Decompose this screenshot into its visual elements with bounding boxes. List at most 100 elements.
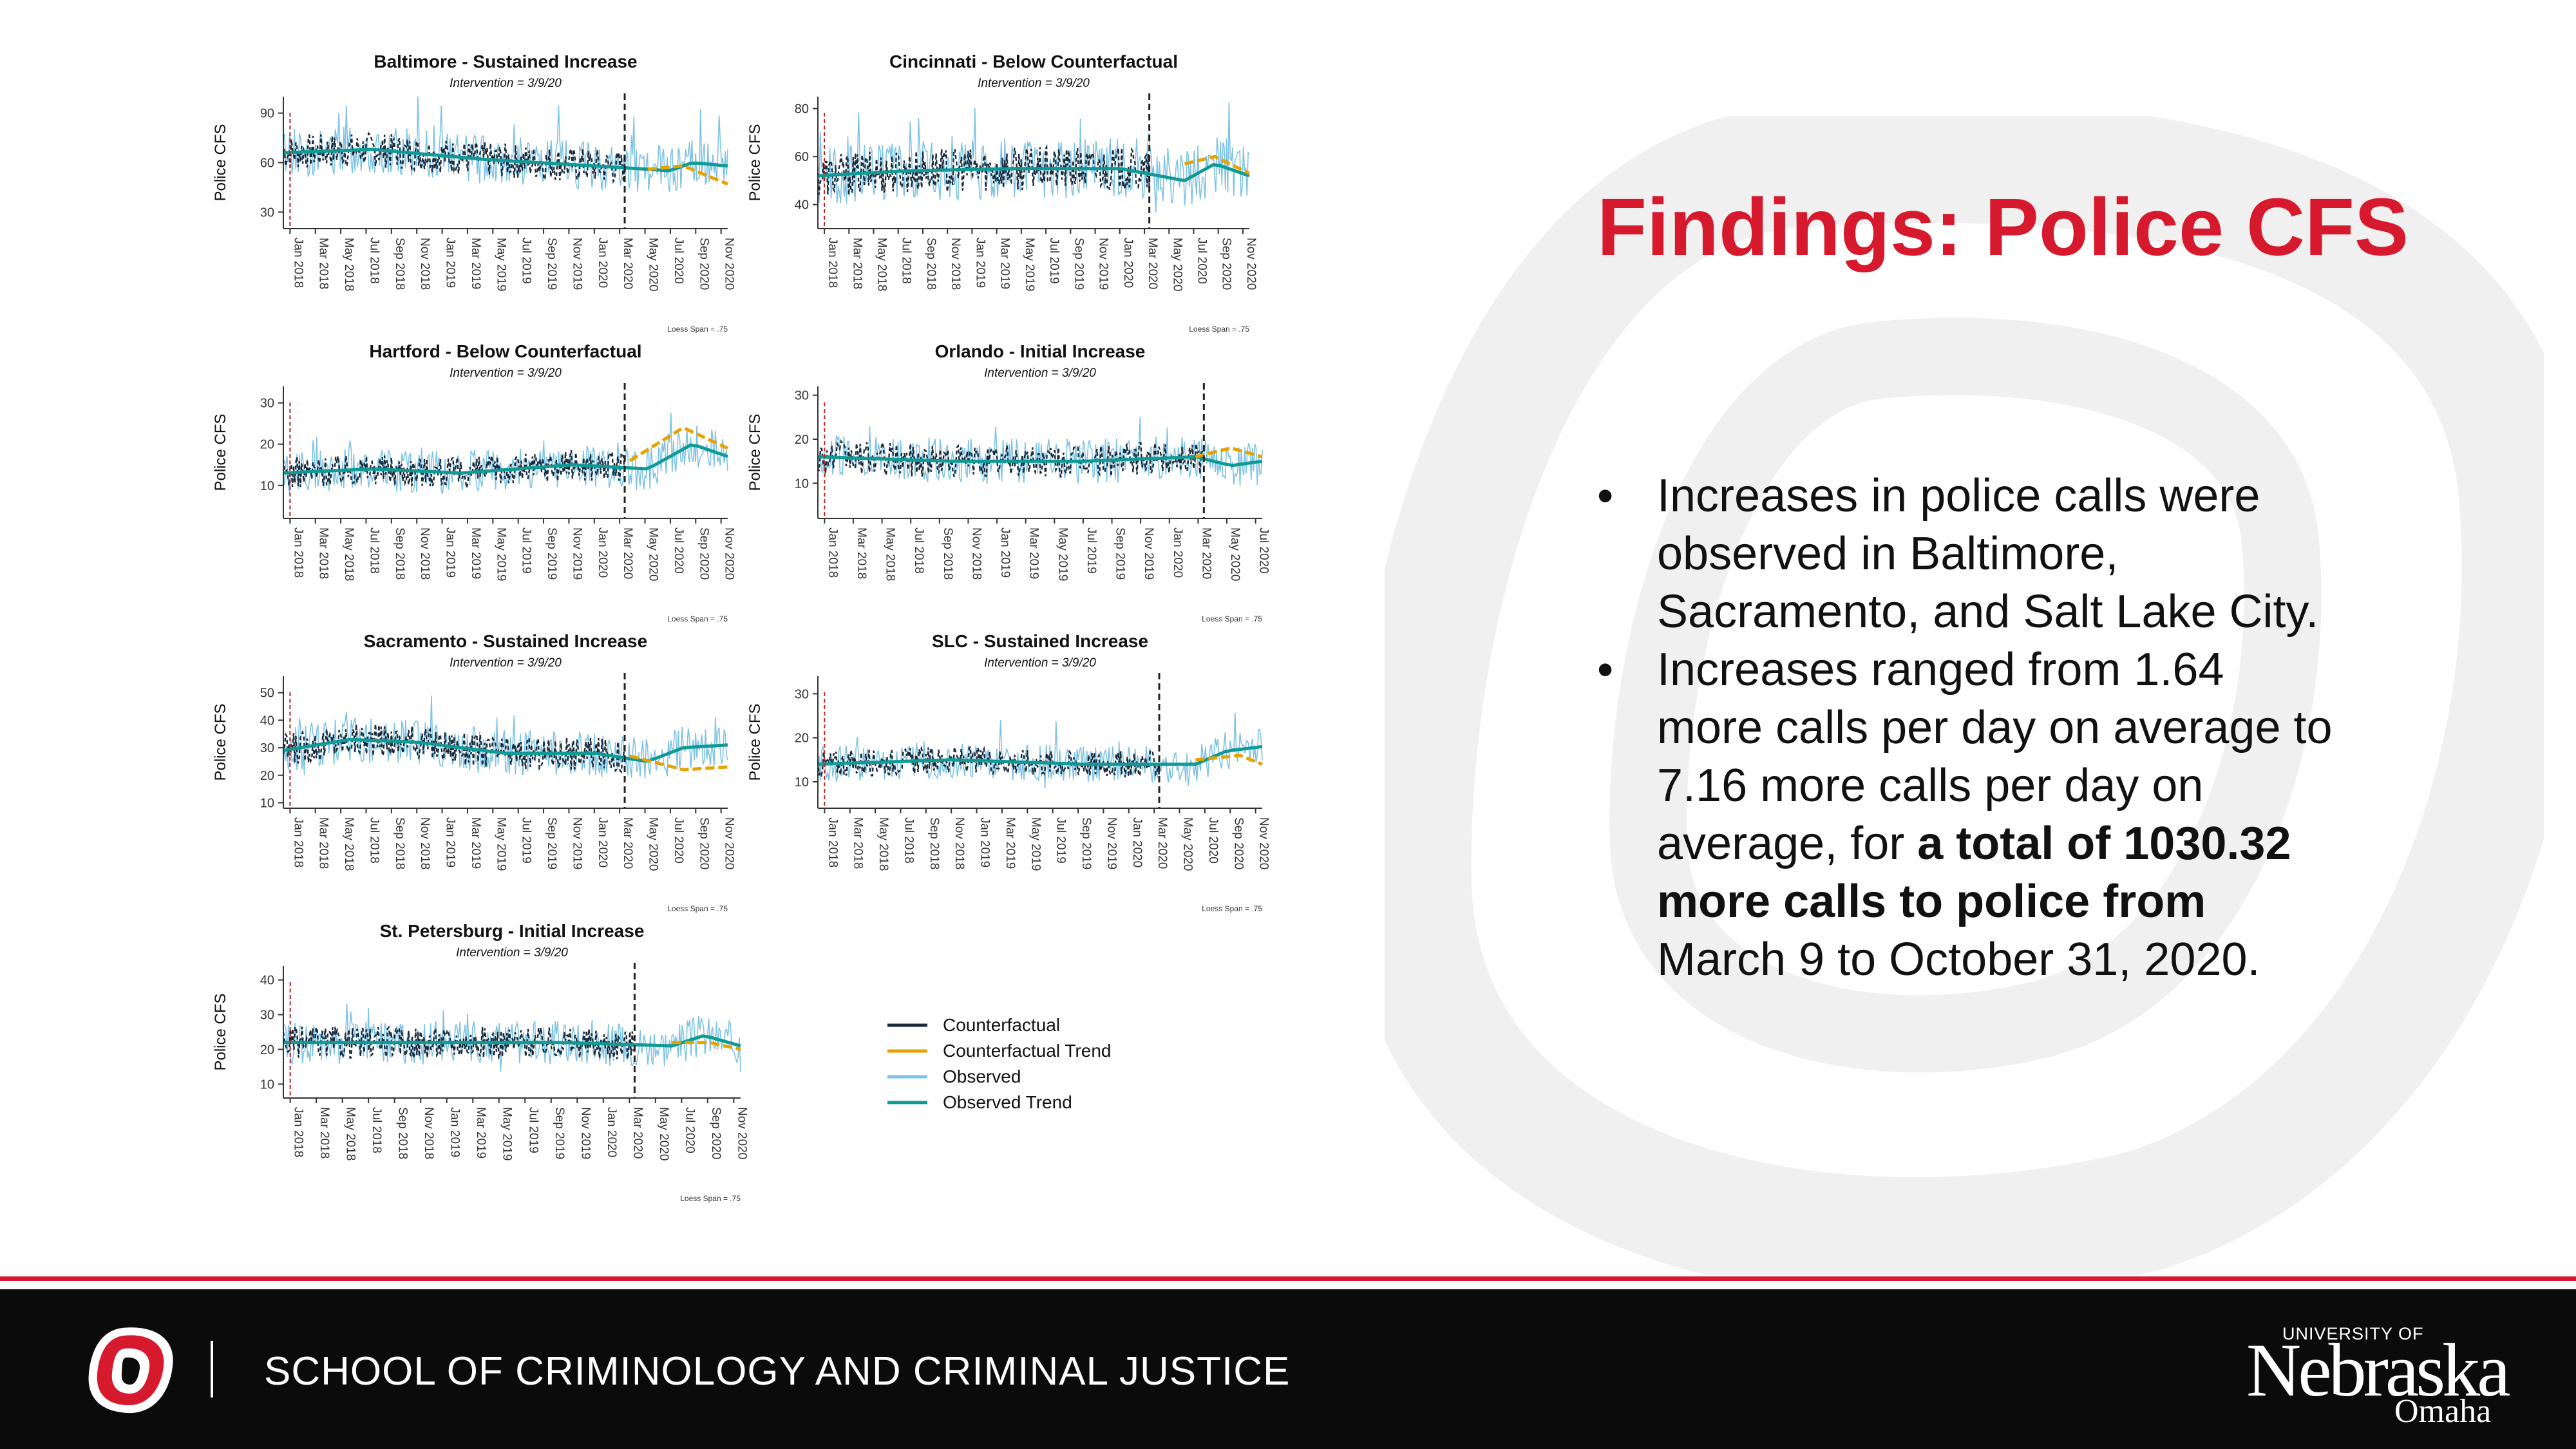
counterfactual-series: [282, 1025, 636, 1060]
x-tick-label: Jul 2019: [1047, 238, 1061, 284]
y-tick-label: 50: [260, 687, 274, 701]
x-tick-label: Mar 2019: [469, 527, 482, 579]
y-axis-label: Police CFS: [212, 993, 229, 1070]
y-tick-label: 20: [795, 433, 809, 447]
x-tick-label: May 2019: [500, 1107, 514, 1160]
x-tick-label: Jan 2020: [605, 1107, 618, 1157]
x-tick-label: Mar 2018: [850, 238, 864, 289]
y-axis-label: Police CFS: [746, 413, 764, 491]
chart-panel-4: Orlando - Initial Increase Intervention =…: [746, 341, 1271, 623]
x-tick-label: Jan 2019: [998, 527, 1012, 578]
x-tick-label: May 2020: [647, 527, 660, 581]
x-tick-label: Sep 2020: [697, 238, 710, 290]
x-tick-label: Jan 2020: [596, 817, 609, 867]
x-tick-label: Mar 2018: [851, 817, 865, 869]
x-tick-label: Jan 2020: [1130, 817, 1144, 867]
x-tick-label: Nov 2020: [1244, 238, 1258, 290]
x-tick-label: May 2018: [342, 238, 355, 291]
x-tick-label: Jul 2020: [1206, 817, 1220, 864]
x-tick-label: May 2018: [875, 238, 889, 291]
counterfactual-trend-line: [672, 1041, 741, 1051]
x-tick-label: Nov 2020: [1257, 817, 1271, 869]
loess-span-note: Loess Span = .75: [667, 904, 728, 913]
bullet-2-text: Increases ranged from 1.64 more calls pe…: [1657, 644, 2333, 869]
x-tick-label: Jan 2019: [978, 817, 992, 867]
slide-title: Findings: Police CFS: [1597, 182, 2409, 272]
x-tick-label: Mar 2019: [1027, 527, 1041, 579]
chart-title: Orlando - Initial Increase: [935, 341, 1146, 361]
bullet-1: Increases in police calls were observed …: [1597, 467, 2338, 641]
x-tick-label: Jan 2018: [291, 238, 305, 288]
chart-title: Cincinnati - Below Counterfactual: [889, 52, 1178, 71]
footer-bar: SCHOOL OF CRIMINOLOGY AND CRIMINAL JUSTI…: [0, 1289, 2576, 1449]
legend-label: Observed: [943, 1066, 1021, 1086]
x-tick-label: Jan 2019: [444, 238, 457, 288]
x-tick-label: Nov 2020: [723, 527, 736, 580]
x-tick-label: Jan 2018: [826, 527, 839, 578]
x-tick-label: Jan 2018: [291, 527, 305, 578]
y-tick-label: 40: [260, 974, 274, 988]
x-tick-label: Nov 2020: [723, 817, 736, 869]
x-tick-label: May 2019: [494, 817, 507, 871]
loess-span-note: Loess Span = .75: [667, 325, 728, 334]
x-tick-label: Nov 2019: [570, 238, 583, 290]
y-tick-label: 80: [795, 102, 809, 117]
y-tick-label: 90: [260, 107, 274, 121]
x-tick-label: May 2020: [647, 817, 660, 871]
x-tick-label: Jul 2018: [367, 238, 381, 284]
x-tick-label: Jan 2019: [448, 1107, 462, 1157]
x-tick-label: Sep 2018: [924, 238, 938, 290]
x-tick-label: Mar 2018: [317, 817, 330, 869]
x-tick-label: Sep 2018: [927, 817, 941, 869]
observed-series: [817, 712, 1263, 788]
footer-separator: [211, 1341, 213, 1397]
x-tick-label: Nov 2019: [578, 1107, 592, 1159]
x-tick-label: Mar 2018: [317, 1107, 331, 1159]
x-tick-label: Mar 2020: [1199, 527, 1213, 579]
loess-span-note: Loess Span = .75: [667, 614, 728, 623]
observed-series: [817, 102, 1250, 213]
chart-title: Hartford - Below Counterfactual: [369, 341, 641, 361]
x-tick-label: Jul 2018: [912, 527, 925, 574]
chart-subtitle: Intervention = 3/9/20: [978, 77, 1090, 90]
y-tick-label: 30: [260, 205, 274, 220]
observed-trend-line: [817, 455, 1263, 468]
x-tick-label: Jul 2019: [520, 817, 533, 864]
x-tick-label: Sep 2020: [1220, 238, 1233, 290]
x-tick-label: Sep 2018: [396, 1107, 410, 1159]
x-tick-label: Jan 2018: [826, 238, 839, 288]
y-tick-label: 30: [795, 389, 809, 403]
x-tick-label: Sep 2019: [545, 238, 558, 290]
x-tick-label: May 2020: [1170, 238, 1184, 291]
x-tick-label: Jul 2020: [683, 1107, 696, 1153]
x-tick-label: Mar 2020: [1155, 817, 1169, 869]
x-tick-label: Nov 2020: [723, 238, 736, 290]
x-tick-label: Mar 2018: [317, 527, 330, 579]
y-axis-label: Police CFS: [212, 703, 229, 781]
chart-panel-2: Cincinnati - Below Counterfactual Interve…: [746, 52, 1258, 334]
x-tick-label: Sep 2019: [1079, 817, 1093, 869]
x-tick-label: Jan 2019: [444, 817, 457, 867]
x-tick-label: Jul 2020: [1195, 238, 1208, 284]
x-tick-label: Sep 2018: [393, 527, 406, 580]
bullet-2-end: March 9 to October 31, 2020.: [1657, 934, 2260, 985]
observed-trend-line: [817, 162, 1250, 183]
observed-series: [283, 1003, 741, 1072]
observed-trend-line: [817, 744, 1263, 766]
x-tick-label: Sep 2019: [553, 1107, 566, 1159]
observed-series: [283, 696, 728, 779]
bullet-2: Increases ranged from 1.64 more calls pe…: [1597, 641, 2338, 989]
y-tick-label: 60: [795, 150, 809, 164]
nebraska-wordmark: Nebraska: [2246, 1328, 2511, 1412]
x-tick-label: May 2018: [342, 527, 355, 581]
x-tick-label: Nov 2019: [570, 527, 583, 580]
observed-trend-line: [283, 737, 728, 763]
x-tick-label: Mar 2020: [630, 1107, 644, 1159]
x-tick-label: Mar 2018: [317, 238, 330, 289]
counterfactual-series: [817, 439, 1205, 478]
counterfactual-trend-line: [647, 164, 728, 186]
x-tick-label: May 2018: [876, 817, 890, 871]
y-tick-label: 30: [260, 1009, 274, 1023]
observed-trend-line: [283, 1034, 741, 1048]
